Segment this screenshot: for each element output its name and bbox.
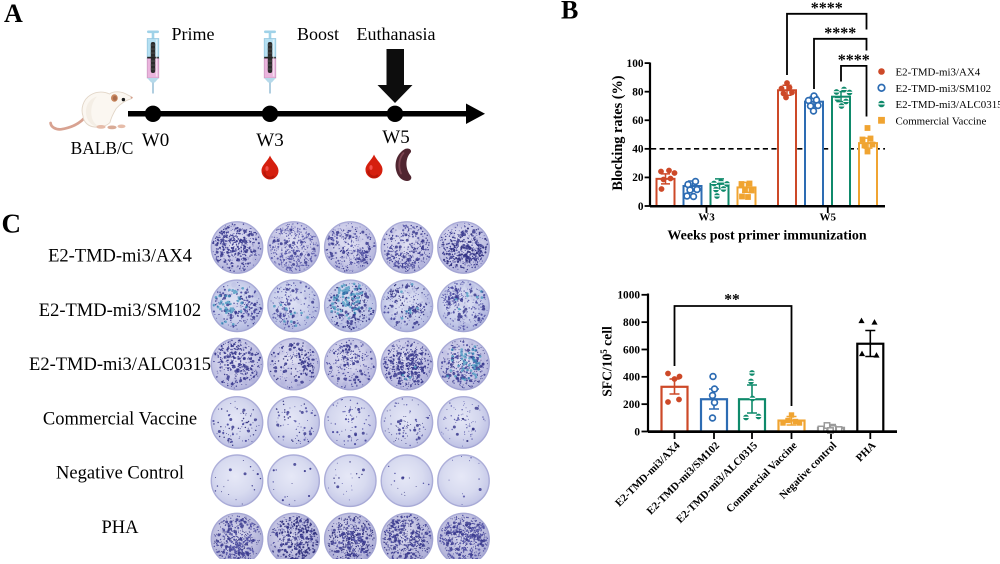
svg-text:1000: 1000 [617,290,640,302]
svg-text:PHA: PHA [101,518,139,538]
svg-text:200: 200 [623,399,640,411]
svg-text:Boost: Boost [297,24,339,44]
svg-text:W5: W5 [382,127,409,148]
svg-text:E2-TMD-mi3/AX4: E2-TMD-mi3/AX4 [896,67,981,79]
svg-text:****: **** [824,25,856,42]
svg-text:Euthanasia: Euthanasia [357,24,436,44]
svg-text:0: 0 [634,426,640,438]
svg-text:E2-TMD-mi3/ALC0315: E2-TMD-mi3/ALC0315 [896,99,1000,111]
svg-text:600: 600 [623,344,640,356]
svg-text:B: B [561,0,578,24]
svg-text:E2-TMD-mi3/AX4: E2-TMD-mi3/AX4 [48,247,192,267]
svg-text:80: 80 [632,86,644,98]
svg-text:Prime: Prime [172,24,215,44]
svg-text:A: A [4,0,23,28]
svg-text:20: 20 [632,172,644,184]
svg-text:BALB/C: BALB/C [71,138,134,158]
svg-text:**: ** [724,292,740,309]
svg-text:60: 60 [632,115,644,127]
svg-text:****: **** [838,52,870,69]
svg-text:SFC/105 cell: SFC/105 cell [599,326,615,397]
svg-text:W3: W3 [698,212,715,224]
svg-text:400: 400 [623,372,640,384]
svg-text:Commercial Vaccine: Commercial Vaccine [896,115,987,127]
svg-text:Weeks post primer immunization: Weeks post primer immunization [667,229,866,244]
svg-text:W0: W0 [142,130,169,151]
svg-text:Negative Control: Negative Control [56,464,184,484]
svg-text:E2-TMD-mi3/SM102: E2-TMD-mi3/SM102 [896,83,992,95]
svg-text:E2-TMD-mi3/ALC0315: E2-TMD-mi3/ALC0315 [29,355,211,375]
svg-text:E2-TMD-mi3/SM102: E2-TMD-mi3/SM102 [39,301,201,321]
svg-text:Commercial Vaccine: Commercial Vaccine [43,409,197,429]
svg-text:C: C [2,209,22,239]
svg-text:40: 40 [632,144,644,156]
svg-text:100: 100 [627,58,644,70]
svg-text:W3: W3 [256,130,283,151]
svg-text:Blocking rates (%): Blocking rates (%) [610,75,626,190]
svg-text:800: 800 [623,317,640,329]
svg-text:****: **** [811,0,843,17]
svg-text:0: 0 [638,201,644,213]
svg-text:W5: W5 [820,212,837,224]
